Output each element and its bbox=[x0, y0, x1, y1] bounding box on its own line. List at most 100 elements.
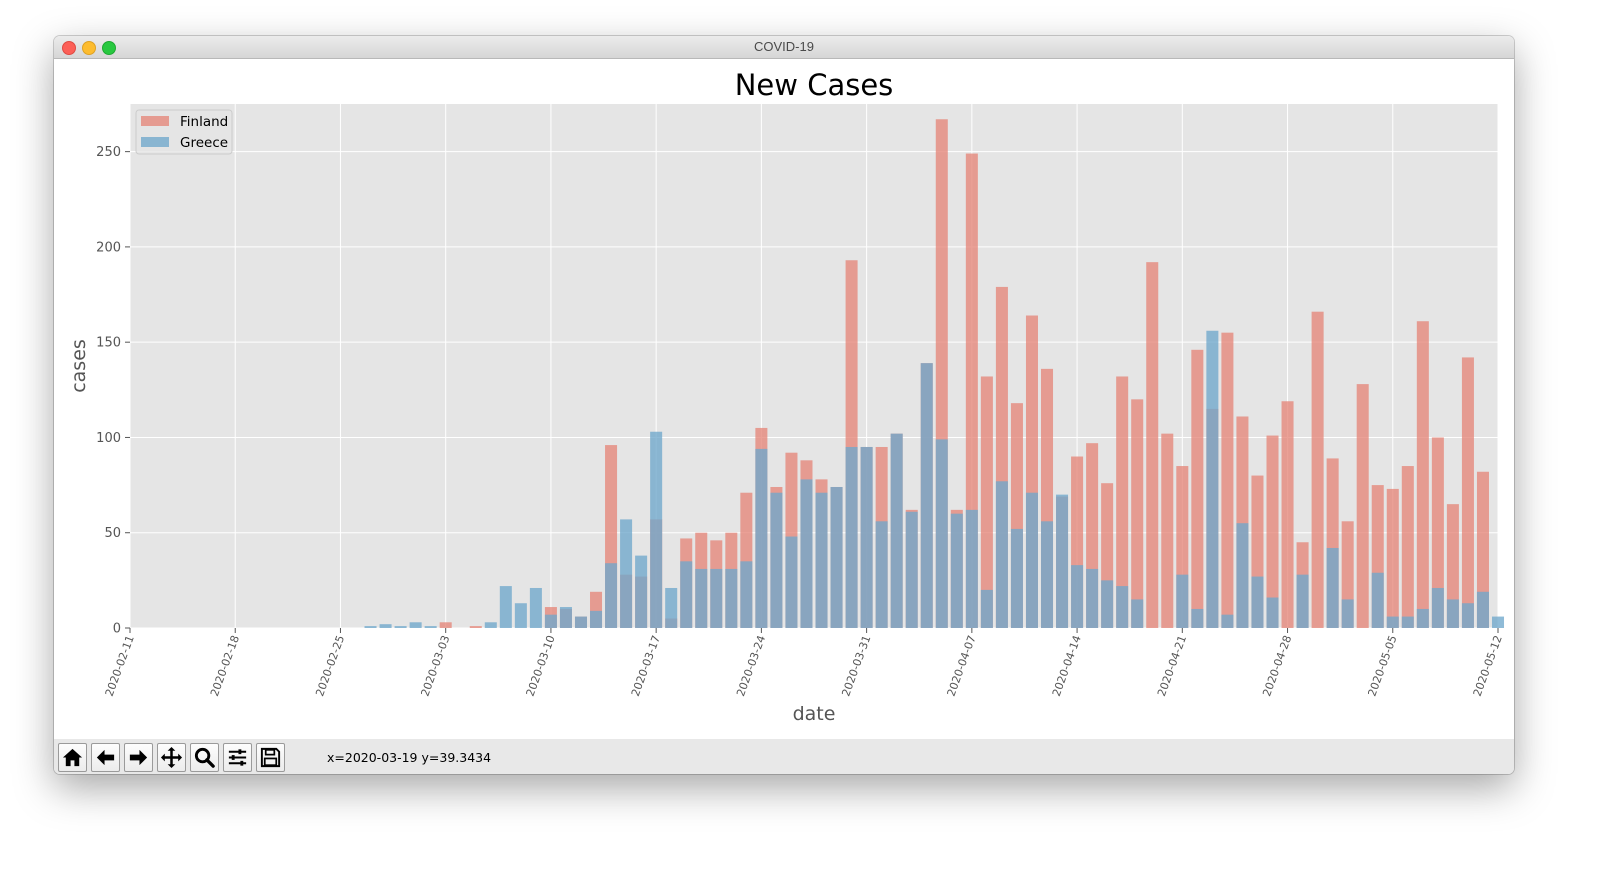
bar-greece[interactable] bbox=[1401, 616, 1414, 628]
bar-greece[interactable] bbox=[499, 586, 512, 628]
bar-greece[interactable] bbox=[514, 603, 527, 628]
minimize-window-button[interactable] bbox=[82, 41, 96, 55]
title-bar[interactable]: COVID-19 bbox=[54, 36, 1514, 59]
bar-greece[interactable] bbox=[995, 481, 1008, 628]
bar-greece[interactable] bbox=[1010, 528, 1023, 628]
bar-greece[interactable] bbox=[1446, 599, 1459, 628]
bar-greece[interactable] bbox=[1176, 574, 1189, 628]
bar-finland[interactable] bbox=[1356, 384, 1369, 628]
bar-greece[interactable] bbox=[1191, 608, 1204, 628]
home-button[interactable] bbox=[58, 743, 87, 772]
bar-greece[interactable] bbox=[590, 610, 603, 628]
bar-finland[interactable] bbox=[469, 626, 482, 628]
bar-finland[interactable] bbox=[965, 153, 978, 628]
bar-finland[interactable] bbox=[1416, 321, 1429, 628]
figure-canvas[interactable]: 0 50 100 150 200 250 2020-02-11 2020-02-18 2020-… bbox=[54, 59, 1514, 739]
bar-greece[interactable] bbox=[605, 563, 618, 628]
bar-greece[interactable] bbox=[574, 616, 588, 628]
bar-greece[interactable] bbox=[875, 521, 888, 628]
chart[interactable]: 0 50 100 150 200 250 2020-02-11 2020-02-18 2020-… bbox=[54, 59, 1514, 739]
bar-greece[interactable] bbox=[1236, 523, 1249, 628]
bar-greece[interactable] bbox=[544, 614, 557, 628]
bar-greece[interactable] bbox=[740, 561, 753, 628]
bar-greece[interactable] bbox=[394, 626, 407, 628]
bar-finland[interactable] bbox=[1311, 311, 1324, 628]
configure-subplots-button[interactable] bbox=[223, 743, 252, 772]
zoom-button[interactable] bbox=[190, 743, 219, 772]
bar-greece[interactable] bbox=[1251, 576, 1264, 628]
bar-finland[interactable] bbox=[1266, 435, 1279, 628]
close-window-button[interactable] bbox=[62, 41, 76, 55]
bar-greece[interactable] bbox=[1071, 565, 1084, 628]
bar-greece[interactable] bbox=[1221, 614, 1234, 628]
bar-greece[interactable] bbox=[1206, 330, 1219, 628]
bar-finland[interactable] bbox=[1401, 466, 1414, 628]
bar-greece[interactable] bbox=[1386, 616, 1399, 628]
bar-finland[interactable] bbox=[1191, 349, 1204, 628]
bar-greece[interactable] bbox=[1025, 492, 1038, 628]
bar-greece[interactable] bbox=[1491, 616, 1505, 628]
bar-greece[interactable] bbox=[800, 479, 813, 628]
back-button[interactable] bbox=[91, 743, 120, 772]
bar-greece[interactable] bbox=[755, 448, 768, 628]
bar-greece[interactable] bbox=[1086, 568, 1099, 628]
bar-finland[interactable] bbox=[439, 622, 452, 628]
bar-finland[interactable] bbox=[1131, 399, 1144, 628]
bar-greece[interactable] bbox=[409, 622, 422, 628]
bar-greece[interactable] bbox=[1416, 608, 1429, 628]
bar-greece[interactable] bbox=[1056, 494, 1069, 628]
bar-greece[interactable] bbox=[1131, 599, 1144, 628]
bar-greece[interactable] bbox=[1040, 521, 1054, 628]
bar-greece[interactable] bbox=[815, 492, 828, 628]
bar-greece[interactable] bbox=[830, 486, 843, 628]
bar-finland[interactable] bbox=[1431, 437, 1444, 628]
bar-greece[interactable] bbox=[1476, 591, 1489, 628]
bar-greece[interactable] bbox=[635, 555, 648, 628]
bar-finland[interactable] bbox=[980, 376, 993, 628]
bar-greece[interactable] bbox=[1371, 572, 1384, 628]
bar-greece[interactable] bbox=[1266, 597, 1279, 628]
bar-greece[interactable] bbox=[845, 446, 858, 628]
bar-greece[interactable] bbox=[529, 587, 542, 628]
bar-greece[interactable] bbox=[680, 561, 693, 628]
bar-greece[interactable] bbox=[965, 509, 978, 628]
bar-greece[interactable] bbox=[1116, 586, 1129, 628]
bar-greece[interactable] bbox=[890, 433, 903, 628]
bar-greece[interactable] bbox=[905, 511, 918, 628]
bar-greece[interactable] bbox=[710, 568, 723, 628]
forward-button[interactable] bbox=[124, 743, 153, 772]
bar-finland[interactable] bbox=[1146, 262, 1159, 628]
bar-greece[interactable] bbox=[770, 492, 783, 628]
bar-greece[interactable] bbox=[364, 626, 377, 628]
bar-greece[interactable] bbox=[935, 439, 948, 628]
zoom-window-button[interactable] bbox=[102, 41, 116, 55]
bar-greece[interactable] bbox=[424, 626, 437, 628]
pan-button[interactable] bbox=[157, 743, 186, 772]
bar-greece[interactable] bbox=[920, 363, 933, 628]
bar-greece[interactable] bbox=[484, 622, 497, 628]
bar-greece[interactable] bbox=[695, 568, 708, 628]
bar-greece[interactable] bbox=[1341, 599, 1354, 628]
bar-finland[interactable] bbox=[1116, 376, 1129, 628]
bar-greece[interactable] bbox=[725, 568, 738, 628]
bar-finland[interactable] bbox=[1476, 471, 1489, 628]
bar-finland[interactable] bbox=[1161, 433, 1174, 628]
save-button[interactable] bbox=[256, 743, 285, 772]
bar-greece[interactable] bbox=[620, 519, 633, 628]
bar-greece[interactable] bbox=[665, 587, 678, 628]
bar-greece[interactable] bbox=[1296, 574, 1309, 628]
bar-greece[interactable] bbox=[1461, 603, 1474, 628]
bar-finland[interactable] bbox=[1221, 332, 1234, 628]
bar-finland[interactable] bbox=[1386, 488, 1399, 628]
bar-greece[interactable] bbox=[785, 536, 798, 628]
bar-finland[interactable] bbox=[1281, 401, 1294, 628]
bar-greece[interactable] bbox=[1326, 547, 1339, 628]
bar-finland[interactable] bbox=[1446, 504, 1459, 628]
bar-greece[interactable] bbox=[980, 589, 993, 628]
bar-greece[interactable] bbox=[379, 624, 392, 628]
bar-greece[interactable] bbox=[950, 513, 963, 628]
bar-greece[interactable] bbox=[559, 607, 572, 628]
bar-finland[interactable] bbox=[1461, 357, 1474, 628]
bar-greece[interactable] bbox=[860, 446, 873, 628]
bar-greece[interactable] bbox=[1431, 587, 1444, 628]
